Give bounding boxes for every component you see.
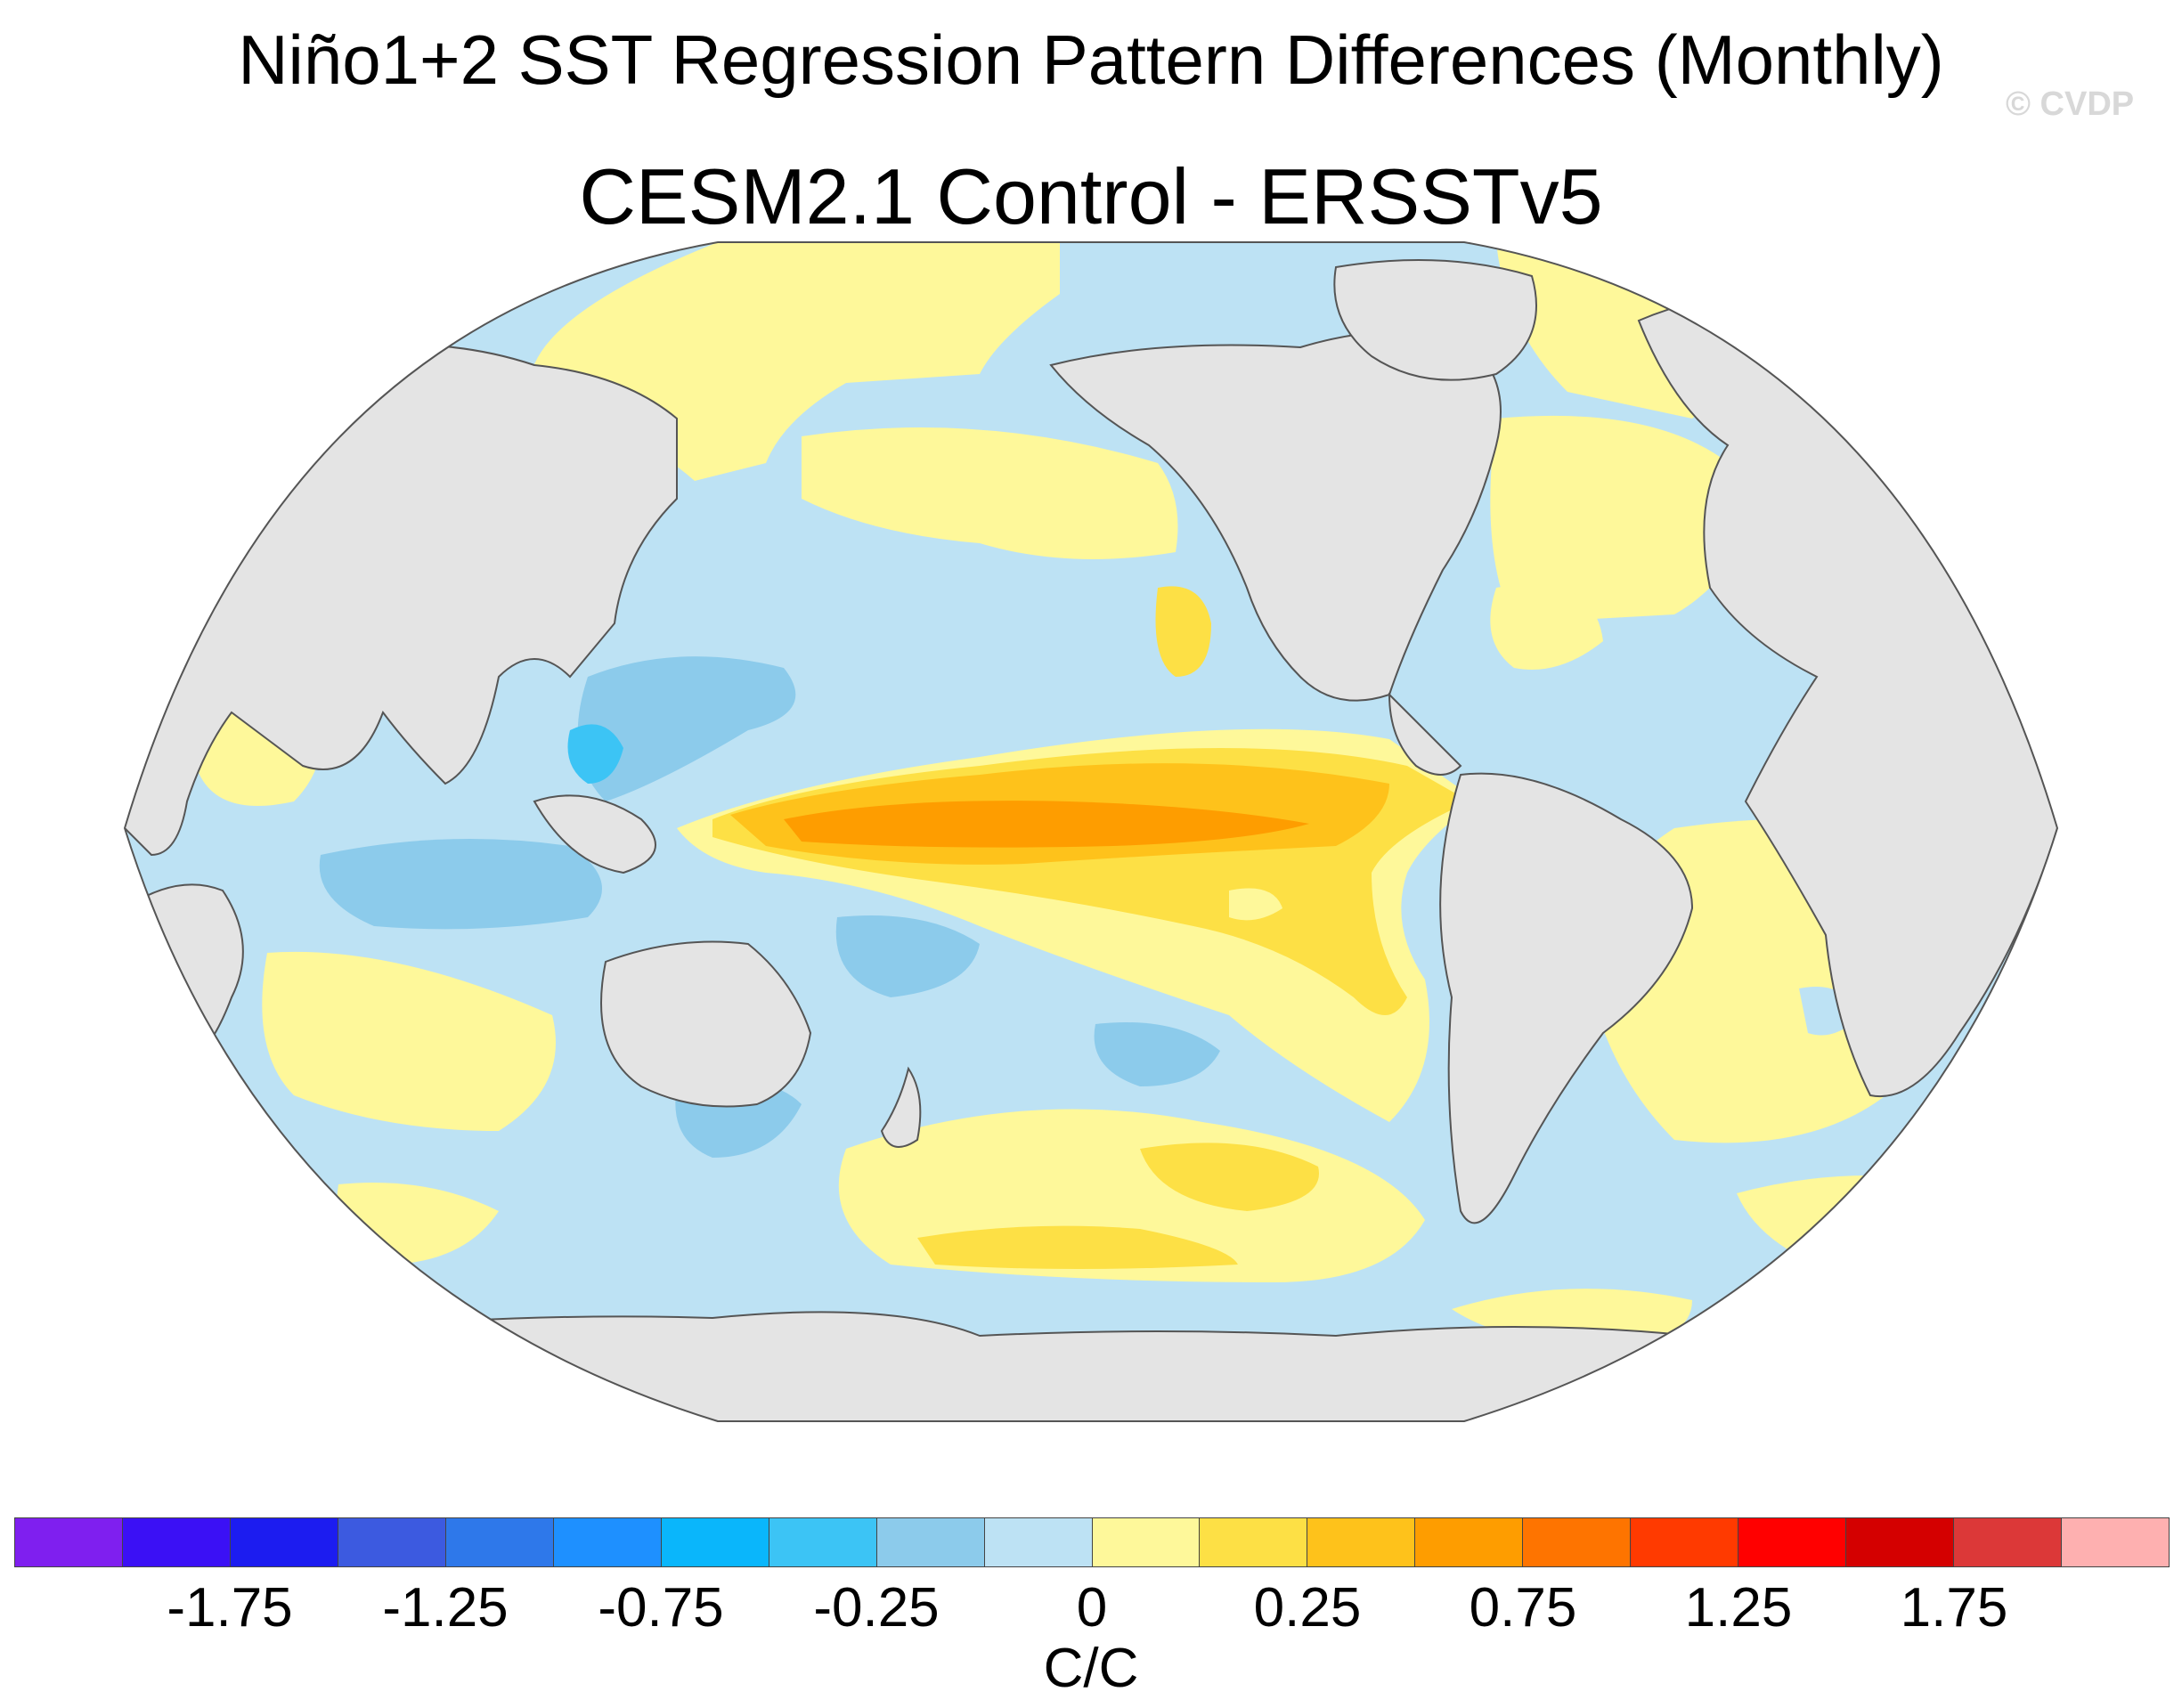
- colorbar: [14, 1517, 2170, 1567]
- new-zealand: [880, 1066, 922, 1148]
- colorbar-swatch: [1631, 1518, 1739, 1566]
- colorbar-tick-label: 0.75: [1469, 1577, 1577, 1639]
- colorbar-swatch: [15, 1518, 123, 1566]
- north-america: [1049, 330, 1502, 702]
- greenland: [1333, 259, 1537, 381]
- anomaly-region: [577, 656, 796, 801]
- globe-outline: [123, 241, 2059, 1422]
- robinson-map: [123, 241, 2059, 1422]
- colorbar-swatch: [876, 1518, 985, 1566]
- anomaly-region: [784, 801, 1309, 848]
- colorbar-swatch: [1954, 1518, 2063, 1566]
- colorbar-swatch: [1523, 1518, 1632, 1566]
- colorbar-swatch: [984, 1518, 1093, 1566]
- anomaly-region: [1737, 1175, 1995, 1282]
- colorbar-tick-label: -0.75: [598, 1577, 724, 1639]
- colorbar-swatch: [2062, 1518, 2170, 1566]
- colorbar-swatch: [122, 1518, 231, 1566]
- colorbar-tick-label: 0.25: [1253, 1577, 1362, 1639]
- colorbar-swatch: [1092, 1518, 1201, 1566]
- anomaly-region: [802, 427, 1178, 559]
- anomaly-region: [1094, 1022, 1220, 1086]
- anomaly-region: [319, 839, 602, 930]
- colorbar-swatch: [1846, 1518, 1955, 1566]
- colorbar-swatch: [661, 1518, 769, 1566]
- colorbar-swatch: [338, 1518, 446, 1566]
- colorbar-swatch: [1307, 1518, 1416, 1566]
- cvdp-credit: © CVDP: [2006, 85, 2135, 123]
- figure-subtitle: CESM2.1 Control - ERSSTv5: [579, 152, 1603, 240]
- colorbar-swatch: [230, 1518, 338, 1566]
- anomaly-region: [917, 1225, 1238, 1269]
- anomaly-region: [1155, 586, 1211, 677]
- anomaly-region: [1490, 584, 1603, 670]
- anomaly-region: [1490, 415, 1763, 623]
- colorbar-tick-label: 1.75: [1900, 1577, 2008, 1639]
- anomaly-region: [835, 915, 980, 997]
- anomaly-region: [1229, 888, 1282, 921]
- colorbar-tick-label: 0: [1076, 1577, 1108, 1639]
- colorbar-tick-label: 1.25: [1684, 1577, 1793, 1639]
- colorbar-swatch: [1200, 1518, 1308, 1566]
- colorbar-swatch: [1415, 1518, 1524, 1566]
- colorbar-tick-label: -0.25: [813, 1577, 940, 1639]
- anomaly-region: [1140, 1143, 1319, 1211]
- colorbar-tick-label: -1.25: [382, 1577, 509, 1639]
- colorbar-tick-label: -1.75: [167, 1577, 293, 1639]
- south-america: [1439, 772, 1694, 1224]
- colorbar-units: C/C: [1043, 1638, 1139, 1699]
- central-america: [1388, 692, 1462, 776]
- colorbar-swatch: [445, 1518, 554, 1566]
- colorbar-swatch: [1738, 1518, 1847, 1566]
- australia: [600, 940, 812, 1108]
- colorbar-swatch: [769, 1518, 877, 1566]
- anomaly-region: [567, 724, 623, 784]
- figure-title: Niño1+2 SST Regression Pattern Differenc…: [238, 20, 1944, 99]
- maritime-continent: [533, 794, 656, 874]
- anomaly-region: [262, 951, 556, 1131]
- colorbar-swatch: [553, 1518, 662, 1566]
